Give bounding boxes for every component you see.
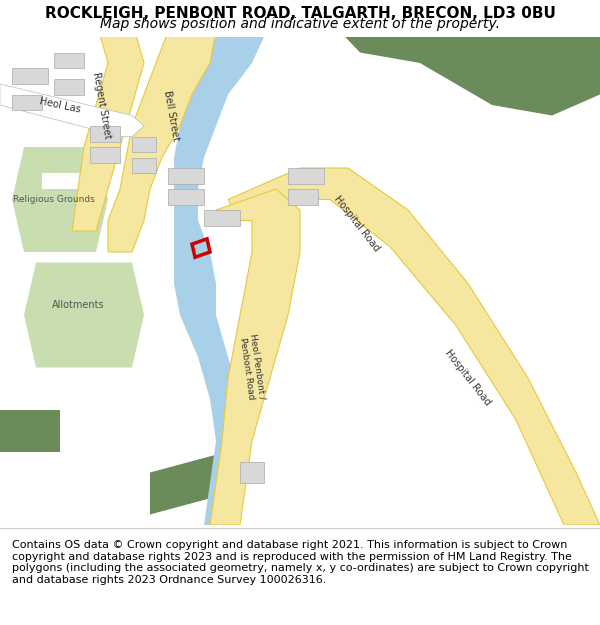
Polygon shape: [12, 147, 108, 252]
Text: Map shows position and indicative extent of the property.: Map shows position and indicative extent…: [100, 17, 500, 31]
Polygon shape: [210, 189, 300, 525]
Polygon shape: [0, 409, 60, 451]
Polygon shape: [90, 126, 120, 142]
Text: Regent Street: Regent Street: [91, 71, 113, 139]
Polygon shape: [72, 21, 144, 231]
Polygon shape: [204, 210, 240, 226]
Polygon shape: [174, 0, 264, 525]
Polygon shape: [12, 94, 42, 110]
Text: Hospital Road: Hospital Road: [332, 193, 382, 253]
Polygon shape: [330, 0, 600, 116]
Polygon shape: [132, 136, 156, 152]
Text: Heol Las: Heol Las: [38, 96, 82, 114]
Polygon shape: [42, 173, 84, 189]
Polygon shape: [150, 451, 228, 514]
Text: Allotments: Allotments: [52, 299, 104, 309]
Polygon shape: [24, 262, 144, 368]
Polygon shape: [132, 158, 156, 173]
Polygon shape: [240, 462, 264, 483]
Text: Religious Grounds: Religious Grounds: [13, 195, 95, 204]
Polygon shape: [108, 0, 216, 252]
Polygon shape: [288, 189, 318, 205]
Polygon shape: [0, 84, 144, 136]
Polygon shape: [12, 68, 48, 84]
Text: Heol Penbont /
Penbont Road: Heol Penbont / Penbont Road: [238, 333, 266, 402]
Polygon shape: [264, 221, 300, 262]
Text: Hospital Road: Hospital Road: [443, 348, 493, 408]
Bar: [0, 0, 600, 37]
Polygon shape: [54, 79, 84, 94]
Text: Bell Street: Bell Street: [161, 89, 181, 141]
Polygon shape: [54, 52, 84, 68]
Polygon shape: [288, 168, 324, 184]
Polygon shape: [228, 168, 600, 525]
Polygon shape: [90, 147, 120, 162]
Polygon shape: [168, 168, 204, 184]
Polygon shape: [222, 0, 282, 26]
Polygon shape: [168, 189, 204, 205]
Text: ROCKLEIGH, PENBONT ROAD, TALGARTH, BRECON, LD3 0BU: ROCKLEIGH, PENBONT ROAD, TALGARTH, BRECO…: [44, 6, 556, 21]
Text: Contains OS data © Crown copyright and database right 2021. This information is : Contains OS data © Crown copyright and d…: [12, 540, 589, 585]
